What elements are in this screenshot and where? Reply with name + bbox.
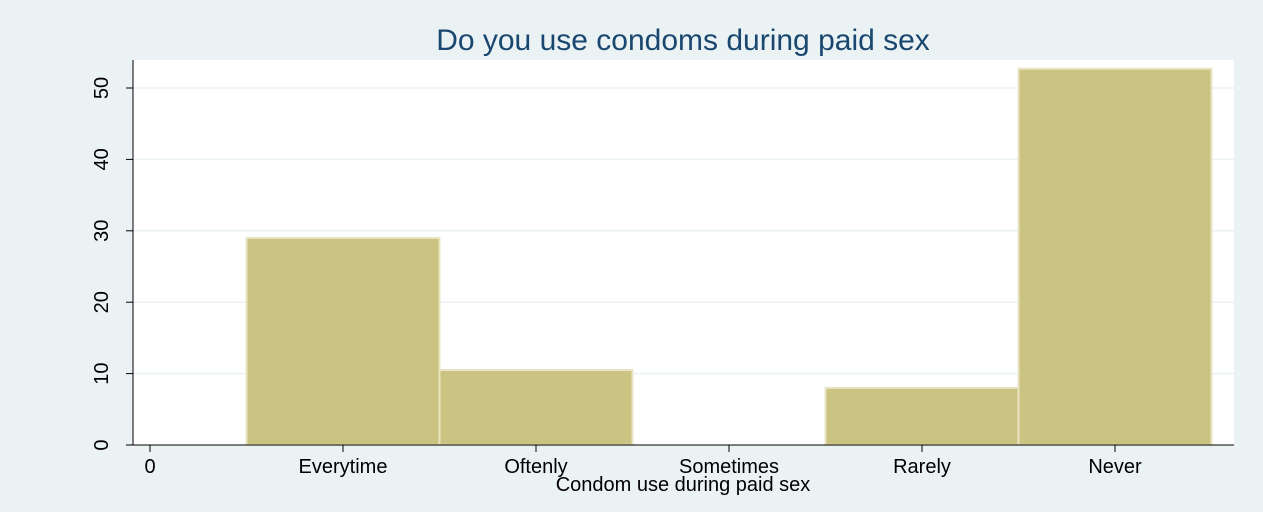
y-tick-label: 40	[91, 148, 113, 170]
y-tick-label: 10	[91, 362, 113, 384]
x-ticks: 0 Everytime Oftenly Sometimes Rarely Never	[144, 445, 1142, 478]
x-tick-label: Everytime	[299, 456, 388, 478]
x-tick-label: 0	[144, 456, 155, 478]
x-tick-label: Never	[1088, 456, 1142, 478]
bar-everytime	[245, 236, 441, 446]
x-axis-title: Condom use during paid sex	[556, 474, 811, 496]
y-tick-label: 30	[91, 220, 113, 242]
y-tick-label: 20	[91, 291, 113, 313]
x-tick-label: Sometimes	[679, 456, 779, 478]
bars	[245, 67, 1213, 447]
bar-never	[1017, 67, 1213, 447]
y-tick-label: 0	[91, 439, 113, 450]
x-tick-label: Rarely	[893, 456, 951, 478]
chart-title: Do you use condoms during paid sex	[436, 24, 930, 57]
y-tick-label: 50	[91, 77, 113, 99]
bar-rarely	[824, 386, 1020, 447]
y-ticks: 0 10 20 30 40 50	[91, 77, 133, 451]
x-tick-label: Oftenly	[504, 456, 567, 478]
bar-oftenly	[438, 369, 634, 446]
